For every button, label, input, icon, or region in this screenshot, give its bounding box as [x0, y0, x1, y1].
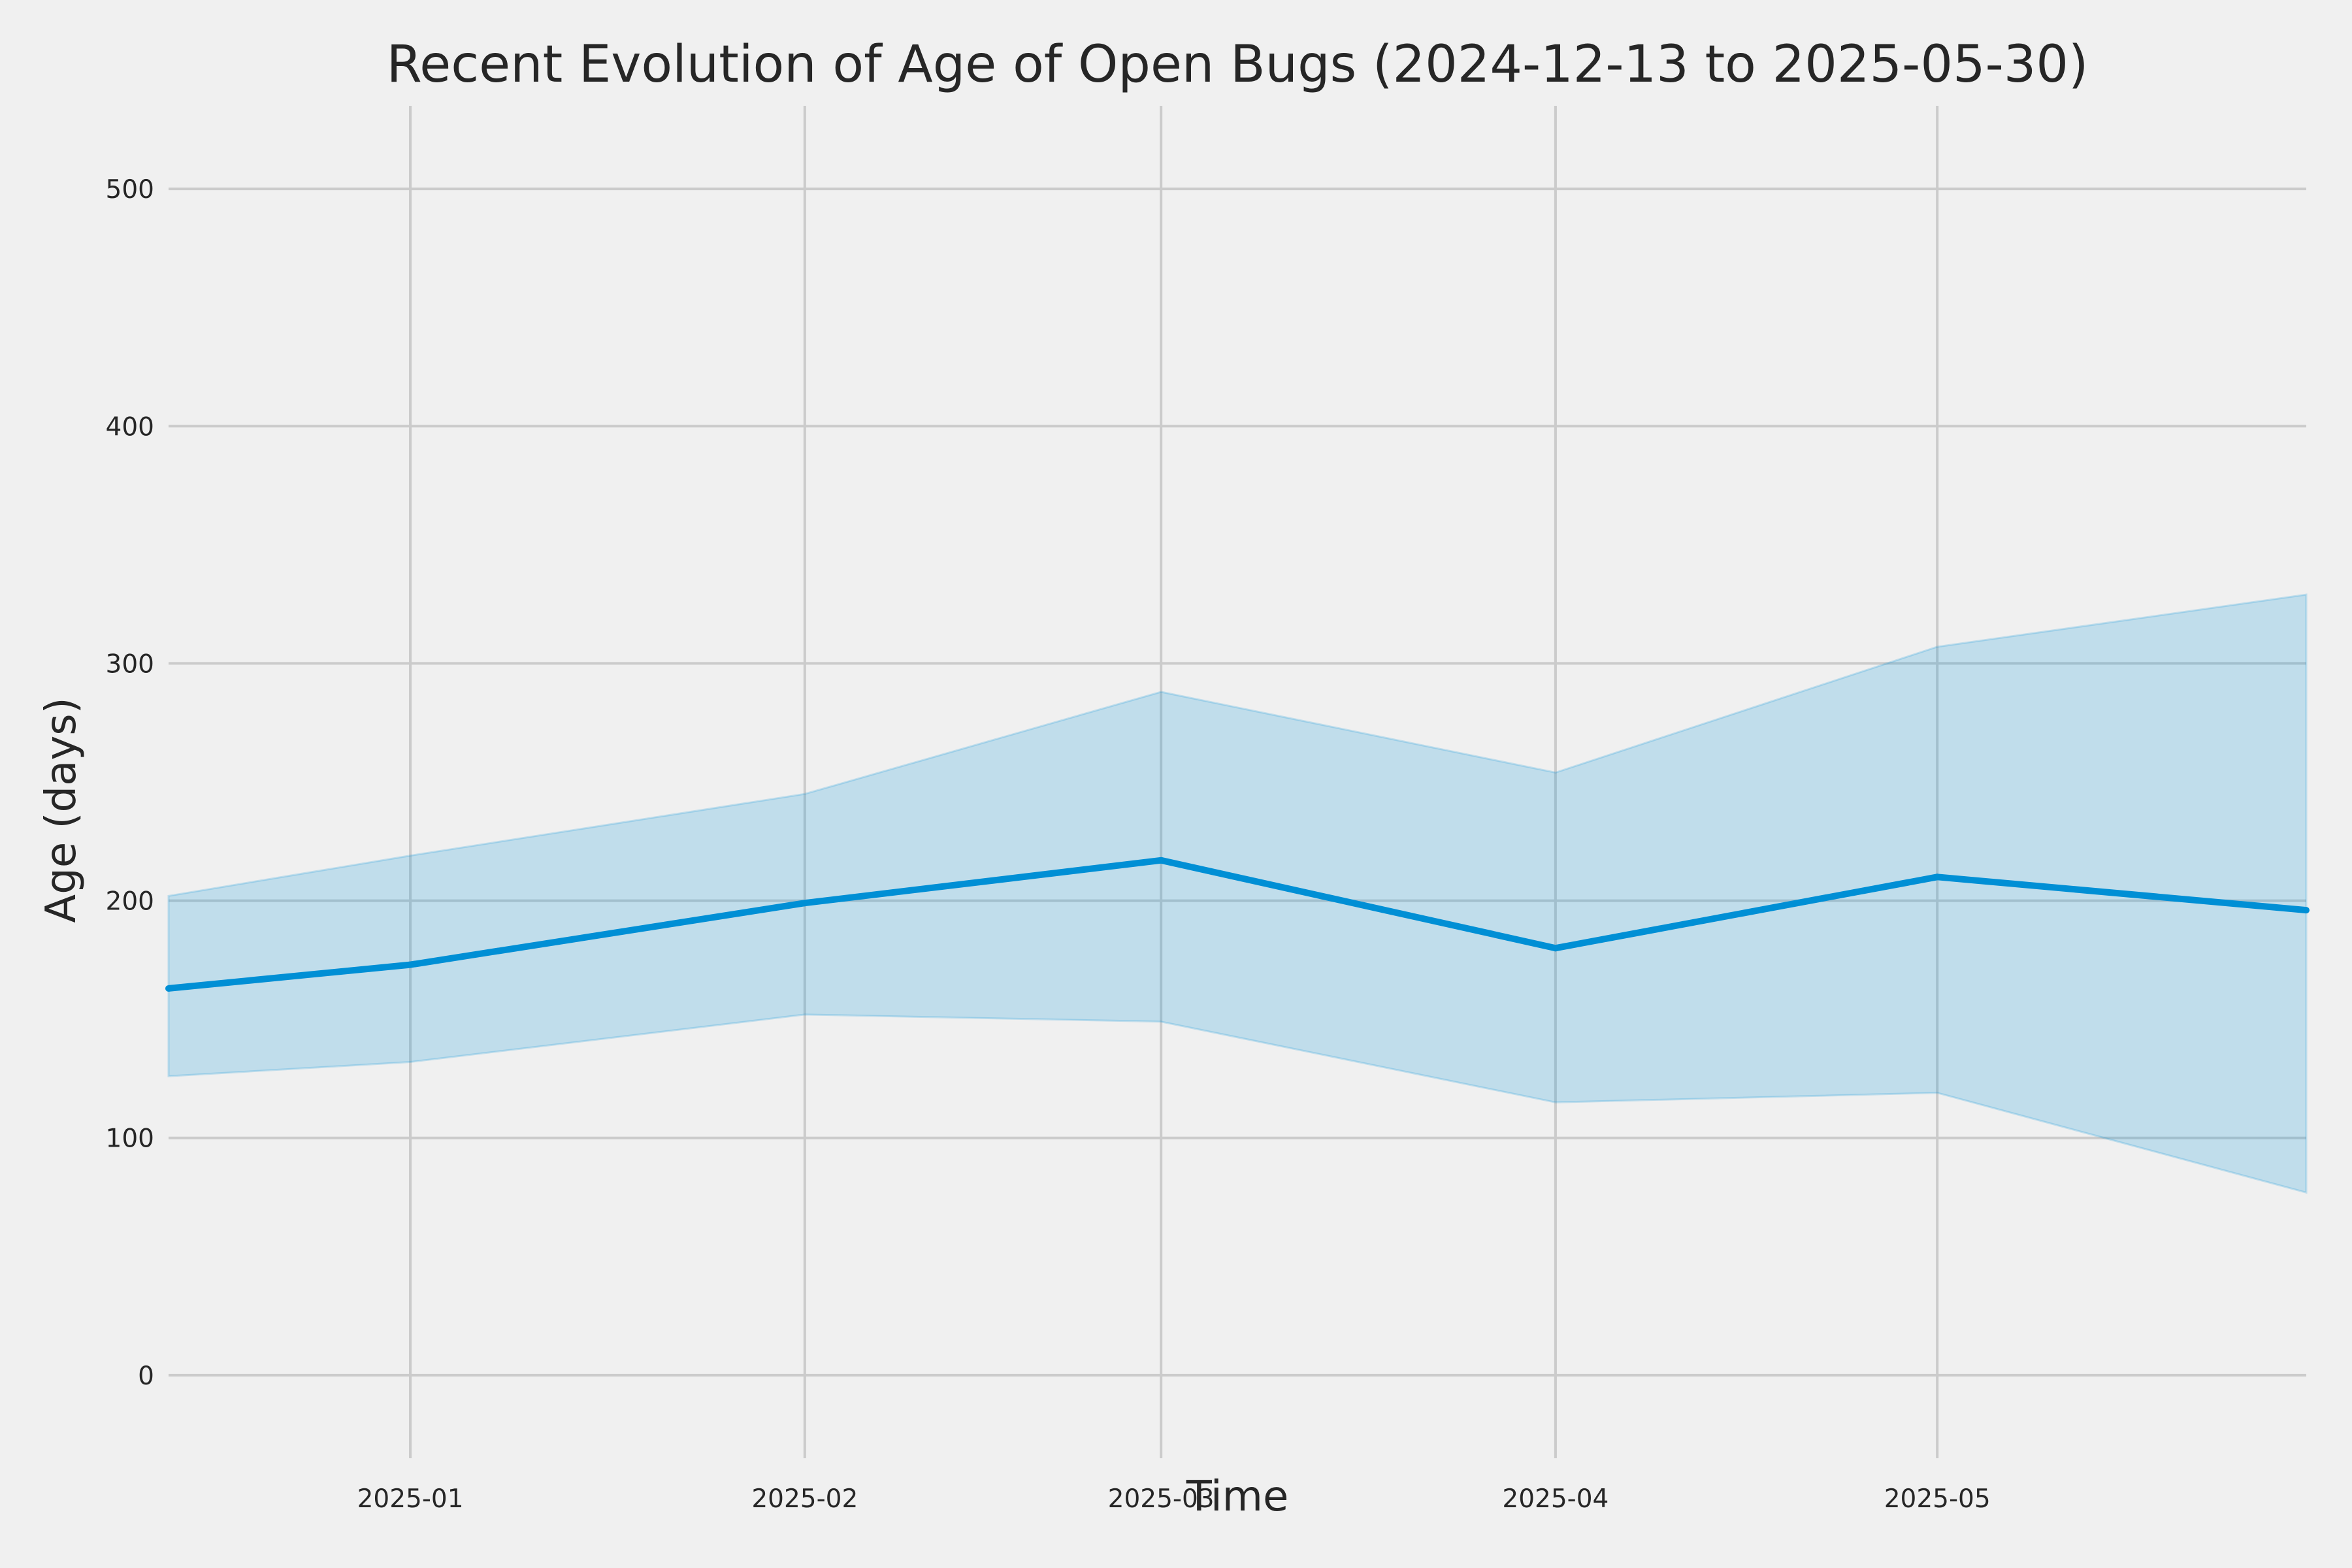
y-tick-label: 500 — [106, 175, 154, 204]
y-tick-label: 0 — [138, 1362, 154, 1391]
x-tick-label: 2025-04 — [1502, 1484, 1609, 1514]
chart-title: Recent Evolution of Age of Open Bugs (20… — [387, 35, 2089, 94]
x-tick-label: 2025-01 — [357, 1484, 464, 1514]
y-tick-label: 200 — [106, 887, 154, 917]
x-tick-label: 2025-03 — [1108, 1484, 1215, 1514]
data-point — [1158, 857, 1165, 864]
grid-layer — [169, 106, 2306, 1458]
data-point — [1552, 945, 1559, 952]
confidence-band — [167, 593, 2308, 1194]
x-tick-label: 2025-05 — [1884, 1484, 1991, 1514]
x-tick-label: 2025-02 — [751, 1484, 858, 1514]
x-axis-label: Time — [1186, 1473, 1289, 1521]
data-point — [165, 985, 172, 992]
y-tick-label: 100 — [106, 1124, 154, 1154]
y-tick-label: 400 — [106, 412, 154, 442]
tick-label-layer: 0 100 200 300 400 500 2025-01 2025-02 2025-03 202… — [106, 175, 1991, 1514]
y-tick-label: 300 — [106, 649, 154, 679]
data-point — [407, 961, 414, 968]
data-point — [1934, 874, 1941, 881]
data-point — [801, 900, 808, 907]
confidence-band-layer — [167, 593, 2308, 1194]
data-point — [2303, 907, 2310, 914]
series-layer — [165, 857, 2310, 992]
y-axis-label: Age (days) — [37, 697, 86, 923]
